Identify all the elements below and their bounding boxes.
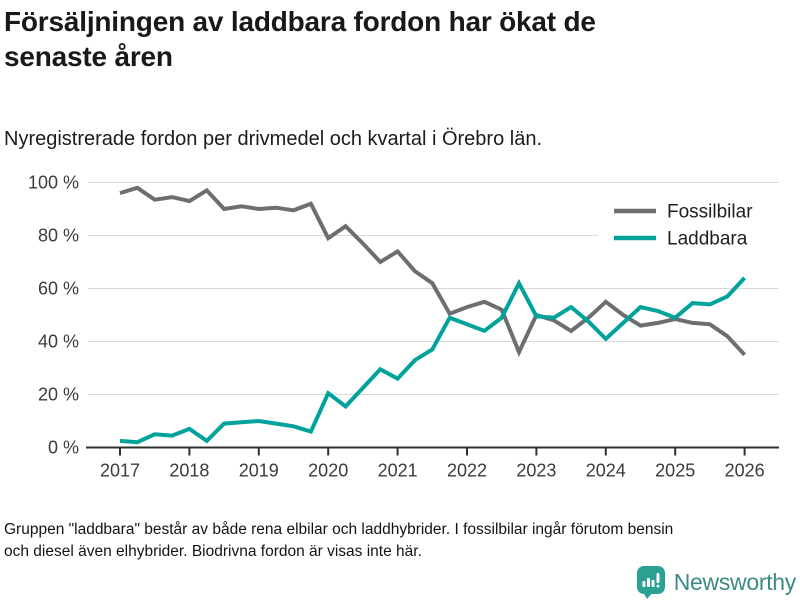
- footnote-line-1: Gruppen "laddbara" består av både rena e…: [4, 521, 674, 538]
- legend-label-laddbara: Laddbara: [667, 229, 748, 250]
- x-tick-label: 2024: [586, 461, 626, 481]
- y-tick-label: 60 %: [38, 279, 79, 299]
- y-tick-label: 40 %: [38, 332, 79, 352]
- line-chart: 0 % 20 % 40 % 60 % 80 % 100 % 2017 2018 2019 2020…: [28, 173, 790, 481]
- y-tick-label: 0 %: [48, 438, 79, 458]
- x-tick-label: 2020: [308, 461, 348, 481]
- newsworthy-brand-name: Newsworthy: [673, 568, 797, 595]
- footnote-line-2: och diesel även elhybrider. Biodrivna fo…: [4, 543, 422, 560]
- x-tick-label: 2023: [516, 461, 556, 481]
- x-tick-label: 2021: [378, 461, 418, 481]
- x-tick-label: 2026: [725, 461, 765, 481]
- x-tick-label: 2025: [655, 461, 695, 481]
- chart-title: Försäljningen av laddbara fordon har öka…: [4, 6, 596, 72]
- x-tick-label: 2017: [100, 461, 140, 481]
- newsworthy-bubble-chart-icon: [636, 566, 665, 599]
- chart-footnote: Gruppen "laddbara" består av både rena e…: [4, 519, 784, 563]
- x-tick-label: 2018: [169, 461, 209, 481]
- y-tick-label: 20 %: [38, 385, 79, 405]
- series-line-laddbara: [119, 276, 747, 445]
- x-tick-label: 2019: [239, 461, 279, 481]
- y-tick-label: 100 %: [28, 173, 79, 193]
- legend-label-fossilbilar: Fossilbilar: [667, 202, 753, 223]
- newsworthy-logo: Newsworthy: [636, 565, 796, 599]
- chart-subtitle: Nyregistrerade fordon per drivmedel och …: [4, 128, 543, 150]
- x-tick-label: 2022: [447, 461, 487, 481]
- legend-background: [598, 194, 790, 252]
- y-tick-label: 80 %: [38, 226, 79, 246]
- series-line-fossilbilar: [119, 185, 747, 358]
